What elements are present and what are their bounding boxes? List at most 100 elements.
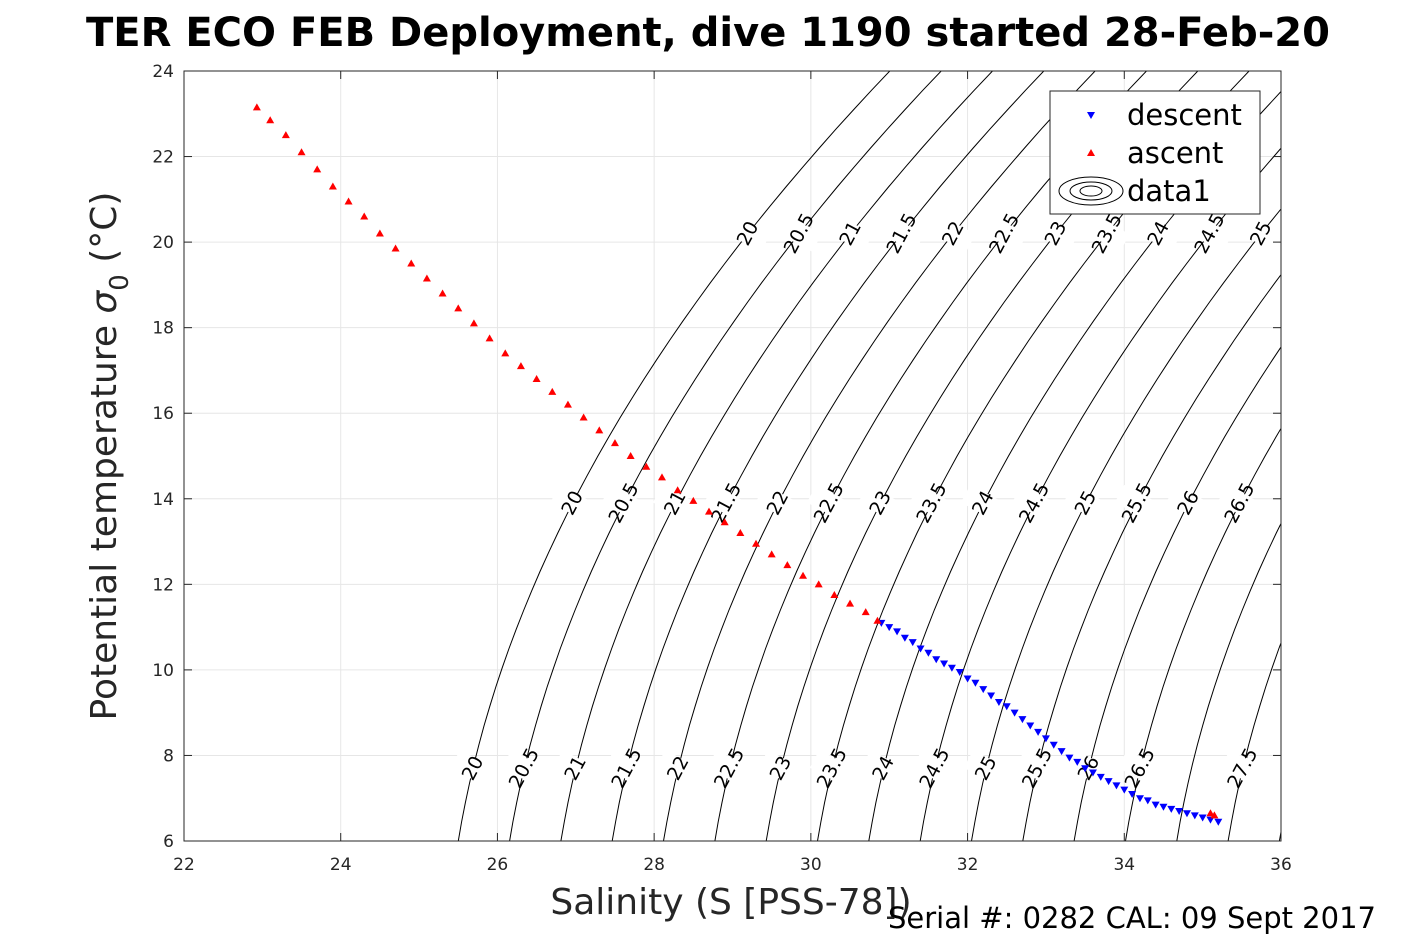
point-descent [1135,795,1144,803]
point-descent [1159,803,1168,811]
y-tick-label: 18 [152,319,174,339]
point-ascent [720,518,729,526]
point-descent [1198,814,1207,822]
y-axis-label-unit: (°C) [84,192,125,275]
point-descent [940,660,949,668]
point-ascent [595,426,604,434]
point-descent [1190,812,1199,820]
point-descent [1182,810,1191,818]
point-descent [1128,790,1137,798]
point-descent [1096,773,1105,781]
point-ascent [752,539,761,547]
legend-box [1049,90,1261,215]
point-ascent [391,244,400,252]
point-ascent [563,400,572,408]
x-tick-label: 24 [330,855,352,875]
point-ascent [689,496,698,504]
point-descent [1049,741,1058,749]
x-tick-label: 32 [957,855,979,875]
point-ascent [830,591,839,599]
point-descent [885,624,894,632]
point-ascent [783,561,792,569]
point-descent [1026,722,1035,730]
point-ascent [704,507,713,515]
contour-label-bg [601,484,647,522]
point-descent [971,679,980,687]
legend-marker-ascent [1087,149,1095,156]
contour-label-bg [982,215,1027,252]
point-ascent [548,387,557,395]
contour-label-bg [1220,750,1266,787]
x-tick-label: 34 [1113,855,1135,875]
point-ascent [1206,809,1215,817]
contour-label-bg [806,484,852,522]
point-descent [1143,797,1152,805]
point-ascent [861,608,870,616]
contour-label-bg [604,750,650,787]
contour-line-22-5 [714,71,1147,841]
point-descent [987,692,996,700]
point-ascent [454,304,463,312]
y-tick-label: 8 [163,746,174,766]
point-ascent [266,116,275,124]
point-descent [908,639,917,647]
point-descent [1073,758,1082,766]
density-contour-labels: 20 20.5 21 21.5 22 22.5 23 23.5 24 24.5 25 25.5 26 26… [450,210,1284,792]
contour-label-bg [912,750,958,787]
contour-label-bg [776,215,822,252]
point-ascent [579,413,588,421]
point-ascent [873,616,882,624]
point-descent [1104,778,1113,786]
y-tick-label: 20 [152,233,174,253]
axis-ticks: 22 24 26 28 30 32 34 36 6 8 10 12 14 16 18 20 22 24 [152,62,1291,875]
y-axis-label-sub: 0 [105,274,135,291]
y-tick-label: 24 [152,62,174,82]
contour-label-bg [725,215,771,252]
contour-label-bg [1063,484,1109,522]
contour-label-bg [879,215,925,252]
point-ascent [344,197,353,205]
contour-line-20 [457,71,891,841]
point-descent [1112,782,1121,790]
point-ascent [532,375,541,382]
x-tick-label: 30 [800,855,822,875]
contour-label-bg [909,484,955,522]
y-tick-label: 16 [152,404,174,424]
point-ascent [485,334,494,342]
point-ascent [328,182,337,190]
point-descent [979,686,988,694]
point-ascent [360,212,369,220]
contour-label-bg [550,484,595,522]
contour-label-bg [1012,484,1057,522]
contour-line-25-5 [1022,273,1281,841]
point-descent [1206,816,1215,824]
point-ascent [438,289,447,297]
contour-line-20-5 [509,71,942,841]
contour-label-bg [960,484,1006,522]
contour-label-bg [450,750,496,787]
contour-line-27-5 [1227,641,1281,841]
contour-label-bg [1187,215,1233,252]
y-axis-label: Potential temperature σ0 (°C) [84,192,135,721]
contour-label-bg [707,750,752,787]
point-descent [1081,765,1090,773]
point-descent [963,675,972,683]
contour-label-bg [1015,750,1060,787]
point-ascent [736,529,745,536]
y-tick-label: 22 [152,148,174,168]
contour-label-bg [1114,484,1160,522]
contour-label-bg [861,750,906,787]
point-ascent [642,462,651,470]
contour-label-bg [1084,215,1130,252]
point-ascent [846,599,855,607]
point-descent [994,698,1003,706]
x-axis-label: Salinity (S [PSS-78]) [550,882,911,923]
axes-box [183,70,1282,842]
point-ascent [407,259,416,267]
point-descent [1214,818,1223,826]
point-descent [1002,703,1011,711]
contour-label-bg [1217,484,1263,522]
contour-label-bg [704,484,749,522]
contour-label-bg [652,484,698,522]
